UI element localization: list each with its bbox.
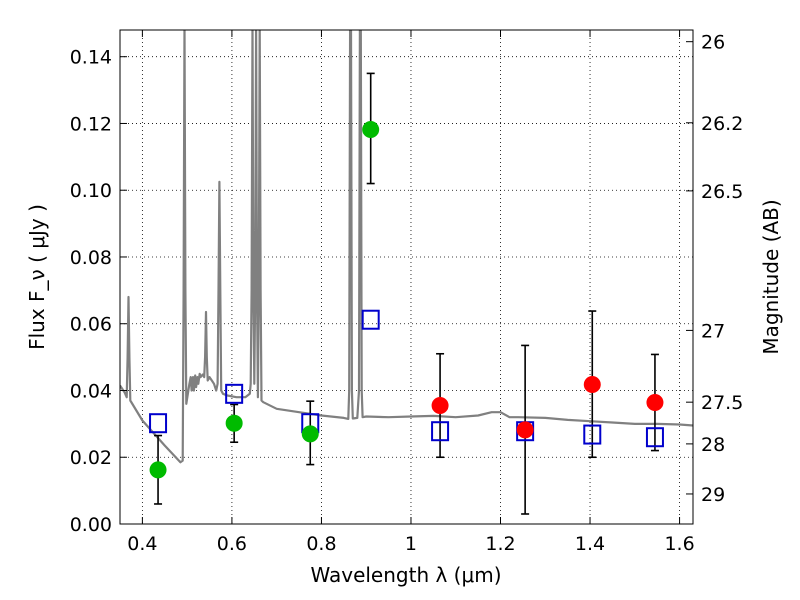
right-tick-label: 26.5 bbox=[701, 181, 743, 203]
x-tick-label: 1.2 bbox=[485, 533, 515, 555]
y-tick-label: 0.14 bbox=[70, 47, 112, 69]
y-tick-label: 0.02 bbox=[70, 447, 112, 469]
right-tick-label: 26.2 bbox=[701, 113, 743, 135]
right-tick-label: 27 bbox=[701, 320, 725, 342]
x-tick-label: 1 bbox=[405, 533, 417, 555]
data-point bbox=[516, 421, 534, 439]
x-tick-label: 1.4 bbox=[575, 533, 605, 555]
spectrum-line bbox=[120, 30, 693, 464]
plot-background bbox=[120, 30, 693, 524]
model-square bbox=[431, 421, 450, 442]
model-square bbox=[149, 413, 168, 434]
right-tick-label: 29 bbox=[701, 484, 725, 506]
model-square bbox=[645, 427, 664, 448]
plot-area bbox=[120, 30, 693, 515]
data-point bbox=[301, 425, 319, 443]
right-tick-label: 26 bbox=[701, 32, 725, 54]
y-tick-label: 0.12 bbox=[70, 113, 112, 135]
x-tick-label: 0.6 bbox=[217, 533, 247, 555]
x-tick-label: 1.6 bbox=[664, 533, 694, 555]
model-square bbox=[225, 383, 244, 404]
tick-labels: 0.4 0.6 0.8 1 1.2 1.4 1.6 0.00 0.02 0.04 0.06 0.08 0… bbox=[70, 32, 744, 555]
observed-points bbox=[149, 120, 664, 479]
data-point bbox=[149, 461, 167, 479]
y-right-axis-title: Magnitude (AB) bbox=[759, 199, 783, 354]
right-tick-label: 28 bbox=[701, 434, 725, 456]
model-square bbox=[361, 309, 380, 330]
x-axis-title: Wavelength λ (μm) bbox=[310, 563, 501, 587]
y-tick-label: 0.10 bbox=[70, 180, 112, 202]
data-point bbox=[431, 397, 449, 415]
data-point bbox=[583, 375, 601, 393]
data-point bbox=[225, 414, 243, 432]
data-point bbox=[646, 394, 664, 412]
x-tick-label: 0.4 bbox=[127, 533, 157, 555]
y-axis-title: Flux F_ν ( μJy ) bbox=[25, 204, 49, 350]
y-tick-label: 0.06 bbox=[70, 314, 112, 336]
y-tick-label: 0.00 bbox=[70, 514, 112, 536]
x-tick-label: 0.8 bbox=[306, 533, 336, 555]
y-tick-label: 0.08 bbox=[70, 247, 112, 269]
model-square bbox=[583, 424, 602, 445]
y-tick-label: 0.04 bbox=[70, 380, 112, 402]
data-point bbox=[362, 120, 380, 138]
axis-ticks bbox=[120, 30, 693, 525]
plot-frame bbox=[119, 29, 694, 525]
right-tick-label: 27.5 bbox=[701, 392, 743, 414]
